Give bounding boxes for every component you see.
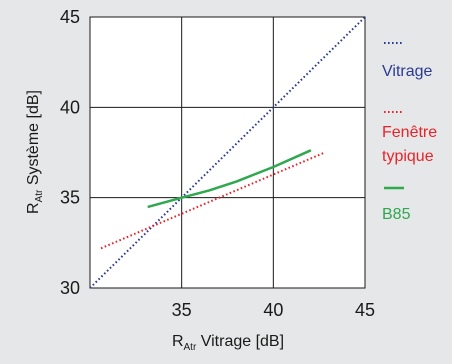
grid xyxy=(89,16,366,289)
series-line-0 xyxy=(89,16,366,289)
legend: Vitrage Fenêtre typique B85 xyxy=(382,42,437,223)
series-line-1 xyxy=(100,151,326,250)
x-axis-label: RAtr Vitrage [dB] xyxy=(172,333,284,353)
y-tick-label-3: 45 xyxy=(60,7,80,27)
plot-frame xyxy=(89,16,366,289)
legend-label-0: Vitrage xyxy=(382,63,433,80)
axis-labels: RAtr Vitrage [dB] RAtr Système [dB] xyxy=(25,90,284,353)
y-tick-label-0: 30 xyxy=(60,278,80,298)
legend-label-2: B85 xyxy=(382,206,411,223)
tick-labels: 35 40 45 30 35 40 45 xyxy=(60,7,375,320)
x-tick-label-0: 35 xyxy=(172,300,192,320)
y-tick-label-1: 35 xyxy=(60,188,80,208)
y-tick-label-2: 40 xyxy=(60,97,80,117)
x-tick-label-2: 45 xyxy=(355,300,375,320)
y-axis-label: RAtr Système [dB] xyxy=(25,90,45,214)
series-line-2 xyxy=(147,149,312,208)
x-tick-label-1: 40 xyxy=(263,300,283,320)
legend-label-1-1: typique xyxy=(382,148,434,165)
legend-label-1-0: Fenêtre xyxy=(382,124,437,141)
series-layer xyxy=(89,16,366,289)
